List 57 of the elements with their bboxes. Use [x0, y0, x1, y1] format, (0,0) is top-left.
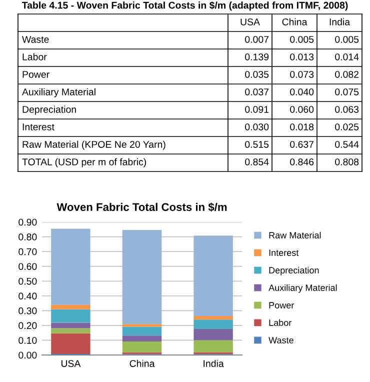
legend-label: Waste	[268, 337, 294, 344]
text: Auxiliary Material	[22, 88, 96, 98]
text: Raw Material (KPOE Ne 20 Yarn)	[22, 140, 166, 150]
text: Labor	[22, 53, 47, 60]
x-tick-label: India	[204, 360, 224, 367]
text: Waste	[22, 36, 49, 43]
text: TOTAL (USD per m of fabric)	[22, 158, 146, 168]
data-label: 0.025	[335, 123, 359, 130]
legend-label: Interest	[269, 250, 299, 256]
legend-label: Labor	[269, 319, 292, 326]
data-label: 0.005	[290, 36, 314, 43]
y-tick-label: 0.50	[18, 278, 37, 285]
data-label: 0.637	[290, 140, 314, 148]
data-label: 0.018	[290, 123, 314, 130]
data-label: 0.007	[245, 36, 269, 43]
chart-title: Woven Fabric Total Costs in $/m	[56, 202, 227, 212]
data-label: 0.854	[245, 158, 269, 166]
text: Depreciation	[22, 106, 76, 115]
legend-label: Auxiliary Material	[268, 284, 337, 293]
data-label: 0.005	[335, 36, 359, 43]
y-tick-label: 0.80	[18, 234, 37, 240]
x-tick-label: China	[130, 360, 155, 367]
data-label: 0.544	[335, 140, 359, 148]
y-tick-label: 0.90	[18, 218, 37, 226]
data-label: 0.013	[290, 53, 314, 60]
data-label: 0.037	[245, 88, 269, 96]
data-label: 0.082	[335, 70, 359, 78]
y-tick-label: 0.60	[18, 263, 37, 270]
data-label: 0.035	[245, 70, 269, 78]
data-label: 0.808	[335, 158, 359, 166]
y-tick-label: 0.20	[18, 322, 37, 330]
y-tick-label: 0.10	[18, 336, 37, 344]
data-label: 0.139	[245, 53, 269, 60]
data-label: 0.846	[290, 158, 314, 166]
data-label: 0.073	[290, 70, 314, 78]
data-label: 0.091	[245, 106, 269, 113]
text: Table 4.15 - Woven Fabric Total Costs in $/m (adapted from ITMF, 2008)	[22, 1, 348, 11]
legend-label: Depreciation	[269, 266, 319, 276]
data-label: 0.075	[335, 88, 359, 96]
y-tick-label: 0.70	[18, 248, 37, 256]
data-label: 0.040	[290, 88, 314, 96]
y-tick-label: 0.00	[18, 352, 37, 359]
data-label: 0.030	[245, 123, 269, 130]
text: Power	[22, 71, 50, 78]
y-tick-label: 0.40	[18, 292, 37, 300]
category-label: USA	[240, 18, 260, 26]
data-label: 0.060	[290, 106, 314, 113]
data-label: 0.515	[245, 140, 269, 148]
x-tick-label: USA	[61, 360, 81, 367]
data-label: 0.014	[335, 53, 359, 60]
category-label: India	[330, 18, 350, 26]
legend-label: Raw Material	[269, 232, 321, 238]
text: Interest	[22, 124, 54, 130]
y-tick-label: 0.30	[18, 307, 37, 314]
category-label: China	[282, 18, 308, 26]
data-label: 0.063	[335, 106, 359, 113]
legend-label: Power	[269, 302, 294, 308]
